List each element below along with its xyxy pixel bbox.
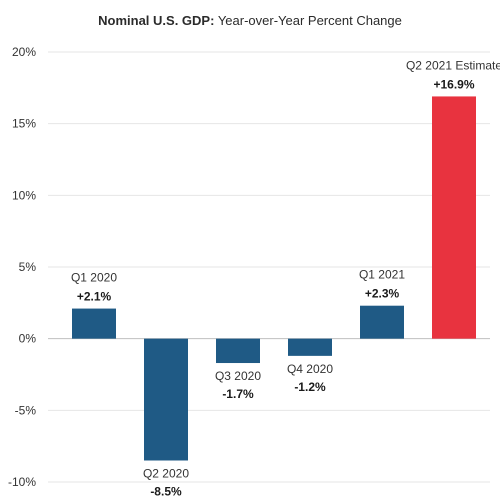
chart-title-bold: Nominal U.S. GDP: (98, 13, 215, 28)
bar-category-label: Q4 2020 (287, 362, 333, 376)
bar-category-label: Q2 2021 Estimate (406, 58, 500, 72)
y-tick-label: -10% (8, 475, 36, 489)
bar-category-label: Q3 2020 (215, 369, 261, 383)
bar-category-label: Q1 2021 (359, 268, 405, 282)
bar-value-label: +16.9% (433, 77, 474, 91)
bar-category-label: Q2 2020 (143, 467, 189, 481)
bar-value-label: +2.1% (77, 290, 112, 304)
y-tick-label: 0% (19, 332, 37, 346)
bar-category-label: Q1 2020 (71, 271, 117, 285)
bar-value-label: -1.2% (294, 380, 326, 394)
bar (216, 338, 260, 364)
y-tick-label: 20% (12, 45, 36, 59)
bar-value-label: -1.7% (222, 387, 254, 401)
bar (144, 338, 188, 461)
y-tick-label: 10% (12, 188, 36, 202)
y-tick-label: 15% (12, 117, 36, 131)
y-tick-label: -5% (15, 403, 37, 417)
chart-title: Nominal U.S. GDP: Year-over-Year Percent… (0, 13, 500, 28)
bar (288, 338, 332, 356)
bar (432, 96, 476, 339)
bar (360, 305, 404, 339)
chart-title-rest: Year-over-Year Percent Change (214, 13, 402, 28)
bar (72, 308, 116, 339)
y-tick-label: 5% (19, 260, 37, 274)
bar-value-label: +2.3% (365, 287, 400, 301)
bar-value-label: -8.5% (150, 485, 182, 499)
